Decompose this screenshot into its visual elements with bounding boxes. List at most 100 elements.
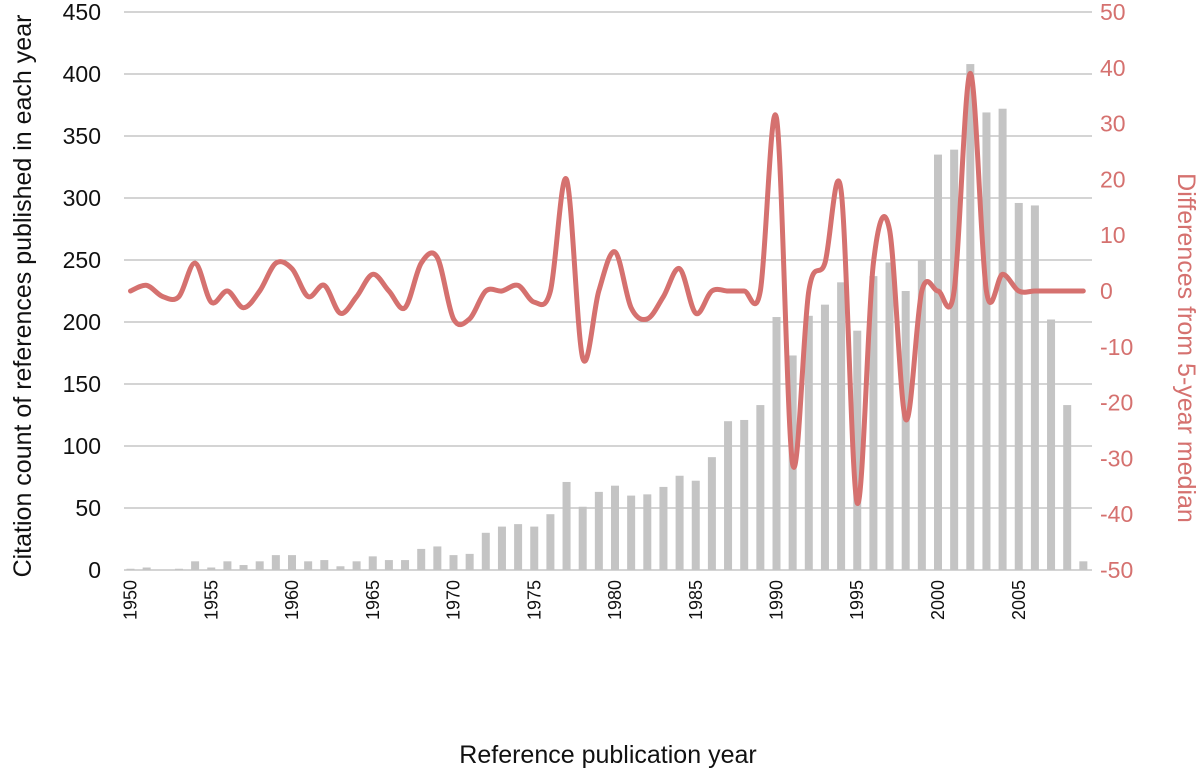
x-tick-label: 1955 <box>201 580 221 620</box>
bar <box>142 567 151 570</box>
x-tick-label: 1960 <box>282 580 302 620</box>
bar <box>869 276 878 570</box>
bar <box>578 506 587 570</box>
bar <box>288 555 296 570</box>
bar <box>368 556 377 570</box>
bar <box>481 532 490 570</box>
bar <box>433 546 442 570</box>
bar <box>320 560 329 570</box>
bar <box>465 553 474 570</box>
y2-tick-label: -50 <box>1100 557 1133 583</box>
bar <box>546 514 555 570</box>
x-tick-label: 2005 <box>1009 580 1029 620</box>
bar <box>352 561 361 570</box>
bar <box>853 330 862 570</box>
bar <box>885 262 894 570</box>
bar <box>982 112 991 570</box>
bar <box>126 568 135 570</box>
bar <box>837 282 846 570</box>
bar <box>901 291 910 570</box>
bar <box>966 64 975 570</box>
left-axis-ticks: 0 50 100 150 200 250 300 350 400 450 <box>63 0 101 583</box>
y2-tick-label: 30 <box>1100 111 1126 137</box>
bar <box>998 108 1007 570</box>
y2-tick-label: -20 <box>1100 390 1133 416</box>
bar <box>191 561 200 570</box>
bar <box>594 491 603 570</box>
bar <box>756 405 765 570</box>
y2-tick-label: 20 <box>1100 166 1126 192</box>
bar <box>659 486 668 570</box>
bar <box>772 317 781 570</box>
y-tick-label: 450 <box>63 0 101 25</box>
bar <box>611 485 619 570</box>
x-tick-label: 1975 <box>524 580 544 620</box>
y-tick-label: 150 <box>63 371 101 397</box>
bar <box>707 457 716 570</box>
bar <box>514 524 523 570</box>
x-axis-title: Reference publication year <box>459 741 756 769</box>
x-tick-label: 2000 <box>928 580 948 620</box>
bar <box>950 149 959 570</box>
y-tick-label: 400 <box>63 61 101 87</box>
y2-tick-label: -30 <box>1100 445 1133 471</box>
x-tick-label: 1980 <box>605 580 625 620</box>
y2-tick-label: 10 <box>1100 222 1126 248</box>
y-tick-label: 200 <box>63 309 101 335</box>
bar <box>1030 205 1039 570</box>
y2-tick-label: 50 <box>1100 0 1126 25</box>
y-axis-title: Citation count of references published i… <box>9 15 37 578</box>
y2-tick-label: -10 <box>1100 334 1133 360</box>
x-tick-label: 1965 <box>363 580 383 620</box>
bar <box>255 561 264 570</box>
y2-tick-label: 40 <box>1100 55 1126 81</box>
bar <box>740 419 749 570</box>
bar <box>1079 561 1088 570</box>
median-difference-line <box>128 70 1086 506</box>
bar <box>643 494 652 570</box>
bar <box>271 555 280 570</box>
x-tick-label: 1995 <box>847 580 867 620</box>
bar <box>304 561 313 570</box>
bar <box>691 480 700 570</box>
y2-axis-title: Differences from 5-year median <box>1172 173 1200 523</box>
bar <box>1047 319 1056 570</box>
bar <box>530 526 539 570</box>
y2-tick-label: -40 <box>1100 501 1133 527</box>
x-tick-label: 1970 <box>444 580 464 620</box>
y-tick-label: 350 <box>63 123 101 149</box>
bar <box>384 560 393 570</box>
x-tick-label: 1990 <box>767 580 787 620</box>
bar <box>562 481 571 570</box>
bar <box>804 315 813 570</box>
bar <box>917 260 926 570</box>
bar <box>724 421 733 570</box>
bar <box>1063 405 1072 570</box>
gridlines <box>124 11 1092 571</box>
bar <box>627 495 636 570</box>
bar <box>417 548 426 570</box>
bar <box>820 304 829 570</box>
bar <box>174 568 183 570</box>
y2-tick-label: 0 <box>1100 278 1113 304</box>
y-tick-label: 100 <box>63 433 101 459</box>
y-tick-label: 0 <box>88 557 101 583</box>
bar <box>1014 202 1023 570</box>
bar <box>239 565 248 570</box>
x-tick-label: 1950 <box>121 580 141 620</box>
x-axis-ticks: 1950 1955 1960 1965 1970 1975 1980 1985 1990 1995… <box>121 580 1029 620</box>
bar <box>675 475 684 570</box>
right-axis-ticks: -50 -40 -30 -20 -10 0 10 20 30 40 50 <box>1100 0 1133 583</box>
x-tick-label: 1985 <box>686 580 706 620</box>
y-tick-label: 50 <box>75 495 101 521</box>
bar <box>207 567 216 570</box>
y-tick-label: 300 <box>63 185 101 211</box>
bar <box>449 555 458 570</box>
line-series <box>128 70 1086 506</box>
y-tick-label: 250 <box>63 247 101 273</box>
bar <box>336 566 345 570</box>
bar <box>934 154 942 570</box>
bar-series <box>126 64 1088 570</box>
bar <box>401 560 410 570</box>
